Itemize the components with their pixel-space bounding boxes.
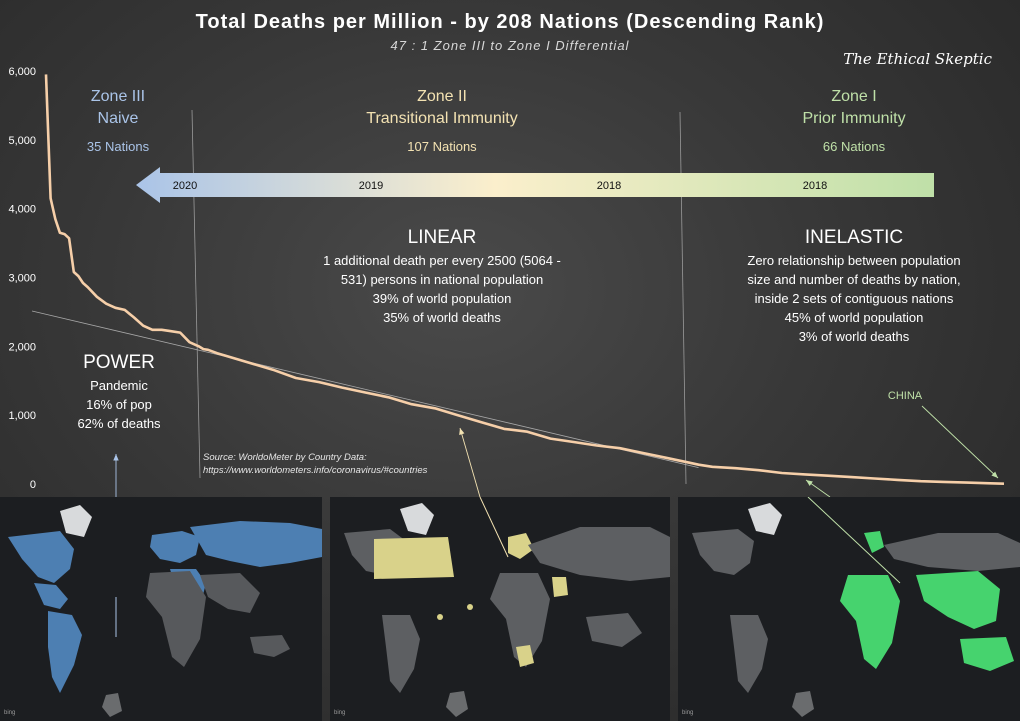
inelastic-line: inside 2 sets of contiguous nations [754, 291, 954, 306]
linear-pointer-arrow [459, 427, 481, 497]
map-zone-2 [330, 497, 670, 721]
timeline-arrow: 2020 2019 2018 2018 [136, 167, 934, 203]
source-note: Source: WorldoMeter by Country Data: htt… [203, 451, 523, 477]
y-tick-label: 2,000 [8, 341, 36, 353]
zone-3-title: Zone III [90, 88, 146, 105]
y-tick-label: 5,000 [8, 135, 36, 147]
power-pointer-arrow-head [113, 454, 119, 461]
zone-3-subtitle: Naive [97, 110, 139, 127]
power-line: Pandemic [90, 378, 148, 393]
china-pointer-arrow-head [991, 471, 998, 478]
china-label: CHINA [887, 390, 923, 402]
source-url: https://www.worldometers.info/coronaviru… [203, 465, 428, 476]
arrow-year-label: 2020 [173, 180, 197, 192]
china-pointer-arrow [921, 405, 999, 479]
inelastic-title: INELASTIC [804, 227, 904, 248]
power-line: 16% of pop [86, 397, 152, 412]
trendline-group [31, 310, 699, 468]
brand-logo: The Ethical Skeptic [843, 50, 992, 68]
inelastic-line: 45% of world population [784, 310, 924, 325]
linear-pointer-arrow-head [459, 428, 465, 435]
trendline [31, 310, 699, 468]
annotation-arrows [113, 405, 999, 497]
world-map-zone-2 [330, 497, 670, 721]
zone-3-header: Zone III Naive 35 Nations [58, 86, 178, 158]
arrow-year-label: 2018 [803, 180, 827, 192]
inelastic-pointer-arrow-head [806, 480, 813, 486]
chart-subtitle: 47 : 1 Zone III to Zone I Differential [390, 38, 630, 53]
inelastic-annotation: INELASTIC Zero relationship between popu… [714, 225, 994, 346]
zone-1-count: 66 Nations [822, 139, 886, 154]
zone-2-title: Zone II [417, 88, 467, 105]
linear-line: 1 additional death per every 2500 (5064 … [323, 253, 561, 268]
arrow-year-label: 2019 [359, 180, 383, 192]
power-title: POWER [83, 352, 155, 373]
map-credit: bing [4, 710, 16, 716]
timeline-arrow-shape [136, 167, 934, 203]
series-group [44, 74, 1005, 485]
inelastic-line: 3% of world deaths [798, 329, 910, 344]
linear-annotation: LINEAR 1 additional death per every 2500… [292, 225, 592, 327]
linear-line: 39% of world population [372, 291, 512, 306]
zone-2-subtitle: Transitional Immunity [366, 110, 518, 127]
map-zone-3 [0, 497, 322, 721]
linear-title: LINEAR [407, 227, 477, 248]
zone-boundary-line [679, 111, 687, 485]
y-tick-label: 3,000 [8, 273, 36, 285]
zone-boundary-line [191, 109, 201, 479]
y-tick-label: 1,000 [8, 410, 36, 422]
chart-area: 0 1,000 2,000 3,000 4,000 5,000 6,000 2020 2019… [8, 66, 1005, 497]
map-zone-1 [678, 497, 1020, 721]
y-tick-label: 6,000 [8, 66, 36, 78]
world-map-zone-1 [678, 497, 1020, 721]
zone-1-title: Zone I [831, 88, 877, 105]
zone-2-count: 107 Nations [407, 139, 477, 154]
arrow-year-label: 2018 [597, 180, 621, 192]
source-label: Source: WorldoMeter by Country Data: [203, 452, 367, 463]
y-tick-label: 4,000 [8, 204, 36, 216]
world-map-zone-3 [0, 497, 322, 721]
map-credit: bing [682, 710, 694, 716]
power-annotation: POWER Pandemic 16% of pop 62% of deaths [60, 350, 178, 433]
zone-1-subtitle: Prior Immunity [802, 110, 906, 127]
inelastic-line: Zero relationship between population [747, 253, 961, 268]
map-credit: bing [334, 710, 346, 716]
inelastic-line: size and number of deaths by nation, [747, 272, 961, 287]
zone-3-count: 35 Nations [86, 139, 150, 154]
zone-2-header: Zone II Transitional Immunity 107 Nation… [292, 86, 592, 158]
zone-1-header: Zone I Prior Immunity 66 Nations [764, 86, 944, 158]
chart-title: Total Deaths per Million - by 208 Nation… [195, 11, 825, 33]
series-line [44, 74, 1005, 485]
linear-line: 531) persons in national population [340, 272, 544, 287]
y-tick-label: 0 [30, 479, 36, 491]
power-line: 62% of deaths [77, 416, 161, 431]
y-axis: 0 1,000 2,000 3,000 4,000 5,000 6,000 [8, 66, 36, 491]
linear-line: 35% of world deaths [383, 310, 501, 325]
